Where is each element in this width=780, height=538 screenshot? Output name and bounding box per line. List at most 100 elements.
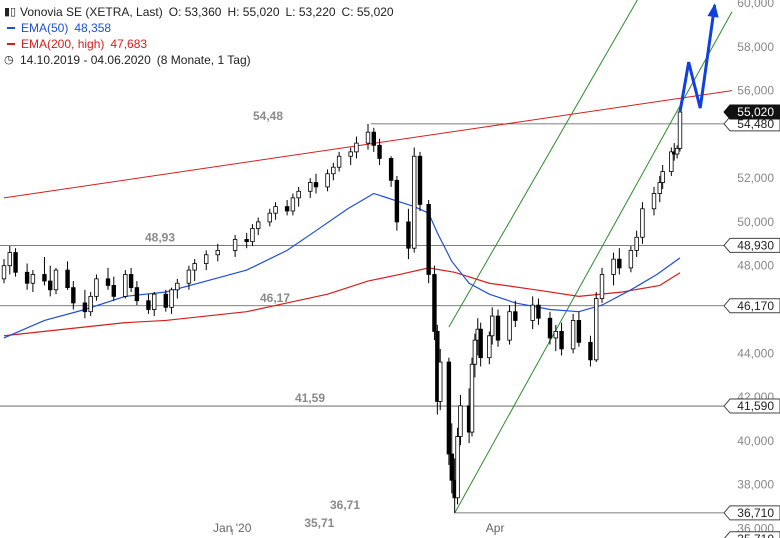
candle (438, 348, 443, 411)
candle-body-down (406, 221, 411, 249)
candle (42, 256, 47, 286)
candle-body-up (94, 278, 99, 297)
candle-body-up (123, 274, 128, 297)
candle (640, 202, 645, 244)
candle-body-down (13, 252, 18, 273)
candle-body-down (146, 300, 151, 310)
candle-body-up (250, 228, 255, 243)
x-axis: 35,71 Jan '20 Apr (213, 516, 504, 535)
candle (250, 224, 255, 247)
candle (576, 311, 582, 347)
candle-body-up (204, 254, 209, 264)
candle-body-up (455, 436, 460, 499)
candle (530, 296, 535, 330)
candle (244, 232, 249, 249)
candle (7, 246, 12, 275)
candle-body-up (469, 363, 475, 433)
partial-level-tag (724, 531, 780, 538)
candle-body-down (284, 206, 290, 212)
candle (406, 208, 411, 260)
candle-body-up (169, 289, 174, 308)
candle-body-down (71, 287, 76, 304)
candle-body-down (128, 274, 134, 289)
candle-body-up (348, 151, 353, 157)
candle (152, 291, 157, 317)
candle-body-up (553, 330, 558, 339)
candle (111, 276, 116, 301)
candle (48, 265, 53, 297)
y-tick-label: 58,000 (737, 40, 774, 54)
candle-body-down (536, 304, 541, 319)
current-price-tag (723, 104, 780, 120)
level-tag-value: 54,480 (737, 117, 774, 131)
candle-body-up (290, 197, 296, 212)
candlestick-icon: ▮▯ (4, 6, 17, 18)
candle (634, 230, 639, 257)
candle (88, 291, 93, 317)
candle (94, 274, 99, 301)
candle-body-down (163, 293, 168, 308)
candle (507, 305, 512, 345)
candles (1, 111, 683, 513)
candle-body-down (377, 144, 382, 159)
candle-body-down (478, 328, 483, 359)
candle (455, 427, 460, 505)
candle (388, 156, 394, 187)
candle (472, 333, 478, 378)
trend-channel-lower (454, 11, 733, 514)
candle (469, 357, 475, 437)
candle-body-up (599, 274, 605, 299)
candle-body-down (426, 204, 431, 275)
candle (495, 309, 501, 347)
candle-body-up (267, 212, 272, 223)
candle (611, 252, 616, 286)
level-tag (723, 505, 780, 521)
level-tag-value: 36,710 (737, 506, 774, 520)
candle-body-up (611, 258, 616, 275)
current-price-value: 55,020 (737, 105, 774, 119)
candle (13, 248, 18, 277)
candle (105, 267, 111, 290)
candle (559, 322, 564, 356)
candle (487, 331, 492, 365)
candle (273, 202, 278, 220)
candle-body-up (354, 142, 359, 153)
candle-body-up (331, 166, 336, 175)
ema50-value: 48,358 (74, 21, 112, 35)
candle-body-down (417, 155, 423, 205)
candle (617, 248, 622, 275)
candle-body-up (308, 182, 313, 192)
candle (65, 261, 70, 290)
candle-body-up (232, 239, 238, 251)
candle-body-up (256, 221, 261, 229)
candle-body-up (660, 171, 665, 183)
candle (163, 289, 168, 312)
level-tag-value: 48,930 (737, 238, 774, 252)
candle (53, 267, 59, 295)
candle-body-up (1, 265, 7, 280)
ema200-label: EMA(200, high) (21, 37, 105, 51)
candle (331, 162, 336, 181)
candle (599, 267, 605, 303)
candle-body-down (547, 317, 553, 339)
ema50-label: EMA(50) (21, 21, 69, 35)
level-label: 36,71 (330, 498, 360, 512)
candle (308, 178, 313, 198)
level-tag (723, 298, 780, 314)
candle-body-up (674, 147, 680, 155)
candle (313, 173, 319, 194)
low-value: L: 53,220 (285, 5, 336, 19)
candle-body-down (313, 182, 319, 188)
candle (296, 186, 301, 207)
clock-icon: ◷ (4, 54, 14, 66)
candle-body-down (82, 302, 88, 313)
candle-body-up (336, 155, 342, 168)
candle (82, 289, 88, 319)
high-value: H: 55,020 (227, 5, 280, 19)
candle-body-down (48, 280, 53, 291)
ema200-swatch (7, 43, 15, 45)
candle (371, 127, 376, 152)
candle-body-down (432, 274, 437, 332)
level-label: 41,59 (295, 391, 325, 405)
